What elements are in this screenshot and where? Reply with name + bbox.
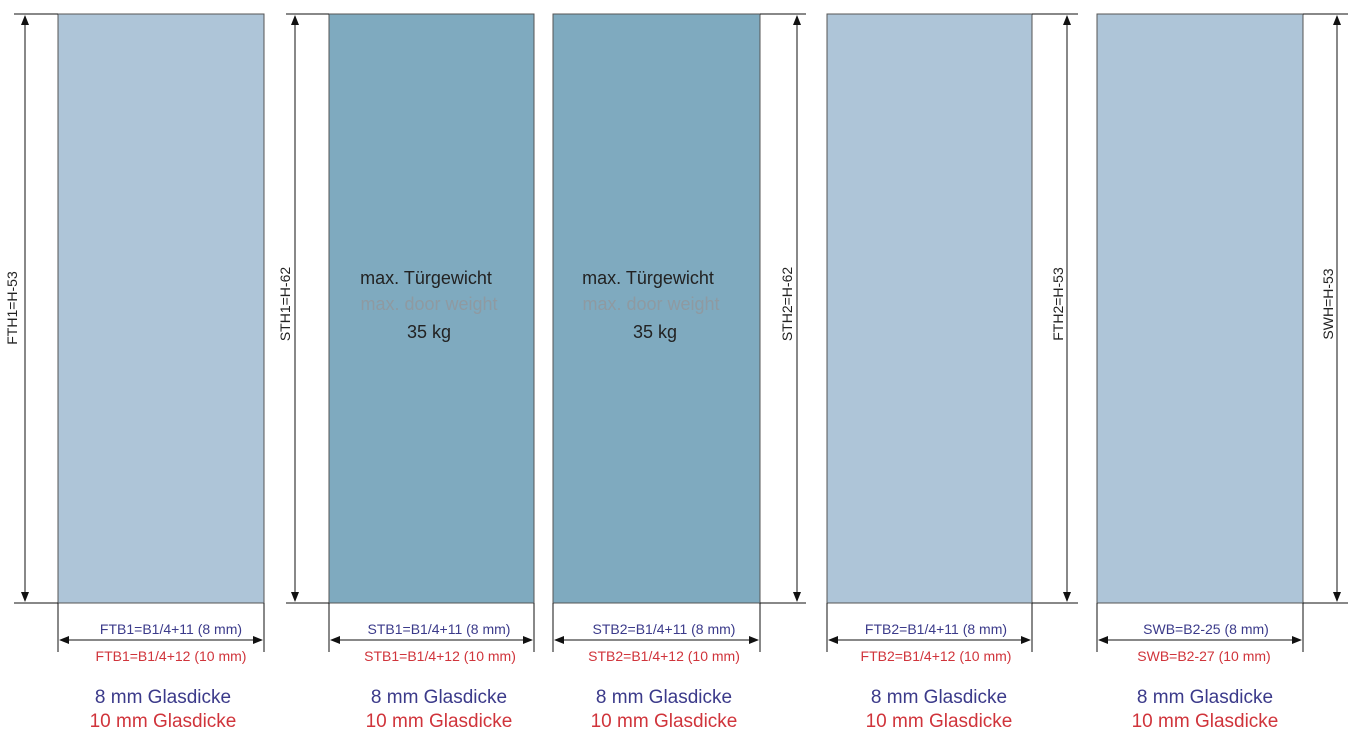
glass-panel [826,13,1033,604]
panel-4: FTH2=H-53 FTB2=B1/4+11 (8 mm) FTB2=B1/4+… [826,13,1078,732]
width-label-8mm: SWB=B2-25 (8 mm) [1143,621,1269,637]
max-door-weight-de: max. Türgewicht [582,268,714,288]
height-label: SWH=H-53 [1320,268,1336,339]
max-door-weight-value: 35 kg [633,322,677,342]
width-label-8mm: FTB2=B1/4+11 (8 mm) [865,621,1007,637]
height-label: STH2=H-62 [779,267,795,342]
width-label-8mm: STB1=B1/4+11 (8 mm) [368,621,511,637]
panel-5: SWH=H-53 SWB=B2-25 (8 mm) SWB=B2-27 (10 … [1096,13,1348,732]
panel-2: STH1=H-62 max. Türgewicht max. door weig… [277,13,535,732]
glass-panel [57,13,265,604]
width-label-8mm: STB2=B1/4+11 (8 mm) [593,621,736,637]
panel-1: FTH1=H-53 FTB1=B1/4+11 (8 mm) FTB1=B1/4+… [4,13,265,732]
height-label: FTH1=H-53 [4,271,20,345]
glass-panel [328,13,535,604]
width-label-10mm: FTB2=B1/4+12 (10 mm) [861,648,1012,664]
glass-thickness-10mm: 10 mm Glasdicke [591,711,738,732]
glass-thickness-8mm: 8 mm Glasdicke [871,687,1007,708]
width-label-10mm: FTB1=B1/4+12 (10 mm) [96,648,247,664]
width-label-10mm: STB2=B1/4+12 (10 mm) [588,648,740,664]
glass-panel [552,13,761,604]
max-door-weight-en: max. door weight [360,294,497,314]
max-door-weight-value: 35 kg [407,322,451,342]
glass-panel [1096,13,1304,604]
glass-thickness-10mm: 10 mm Glasdicke [1132,711,1279,732]
glass-thickness-10mm: 10 mm Glasdicke [90,711,237,732]
max-door-weight-en: max. door weight [582,294,719,314]
panel-3: STH2=H-62 max. Türgewicht max. door weig… [552,13,806,732]
height-label: STH1=H-62 [277,267,293,342]
glass-thickness-8mm: 8 mm Glasdicke [596,687,732,708]
glass-thickness-10mm: 10 mm Glasdicke [866,711,1013,732]
glass-thickness-8mm: 8 mm Glasdicke [371,687,507,708]
glass-thickness-8mm: 8 mm Glasdicke [1137,687,1273,708]
width-label-8mm: FTB1=B1/4+11 (8 mm) [100,621,242,637]
width-label-10mm: SWB=B2-27 (10 mm) [1137,648,1270,664]
width-label-10mm: STB1=B1/4+12 (10 mm) [364,648,516,664]
max-door-weight-de: max. Türgewicht [360,268,492,288]
glass-thickness-10mm: 10 mm Glasdicke [366,711,513,732]
height-label: FTH2=H-53 [1050,267,1066,341]
glass-thickness-8mm: 8 mm Glasdicke [95,687,231,708]
